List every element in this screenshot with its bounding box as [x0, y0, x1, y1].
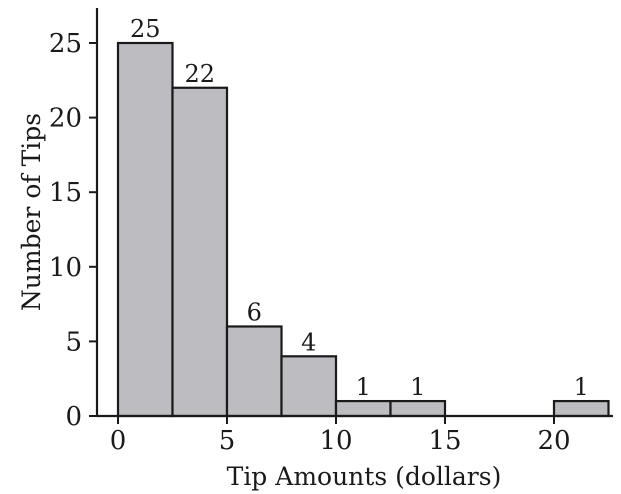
- x-tick-label: 10: [319, 426, 352, 456]
- y-tick-label: 15: [49, 178, 82, 208]
- histogram-bar: [280, 355, 338, 418]
- bars-group: [116, 41, 610, 418]
- bar-value-label: 22: [184, 60, 215, 88]
- histogram-bar: [389, 399, 447, 418]
- bar-value-label: 6: [247, 298, 262, 326]
- x-axis-title: Tip Amounts (dollars): [227, 462, 502, 491]
- x-tick-label: 5: [219, 426, 236, 456]
- data-labels-group: 25 22 6 4 1 1 1: [130, 15, 589, 401]
- y-ticks-group: 0 5 10 15 20 25: [49, 29, 97, 432]
- histogram-bar: [225, 325, 283, 418]
- histogram-bar: [116, 41, 174, 418]
- y-axis-title: Number of Tips: [17, 113, 46, 311]
- bar-value-label: 1: [410, 373, 425, 401]
- x-tick-label: 15: [428, 426, 461, 456]
- x-tick-label: 0: [110, 426, 127, 456]
- x-ticks-group: 0 5 10 15 20: [110, 416, 571, 456]
- bar-value-label: 1: [574, 373, 589, 401]
- x-tick-label: 20: [537, 426, 570, 456]
- y-tick-label: 25: [49, 29, 82, 59]
- axes-group: [95, 8, 613, 418]
- histogram-bar: [334, 399, 392, 418]
- histogram-bar: [552, 399, 610, 418]
- histogram-bar: [171, 86, 229, 418]
- bar-value-label: 1: [356, 373, 371, 401]
- bar-value-label: 4: [301, 328, 316, 356]
- bar-value-label: 25: [130, 15, 161, 43]
- y-tick-label: 0: [65, 402, 82, 432]
- y-tick-label: 5: [65, 327, 82, 357]
- y-tick-label: 10: [49, 253, 82, 283]
- y-tick-label: 20: [49, 104, 82, 134]
